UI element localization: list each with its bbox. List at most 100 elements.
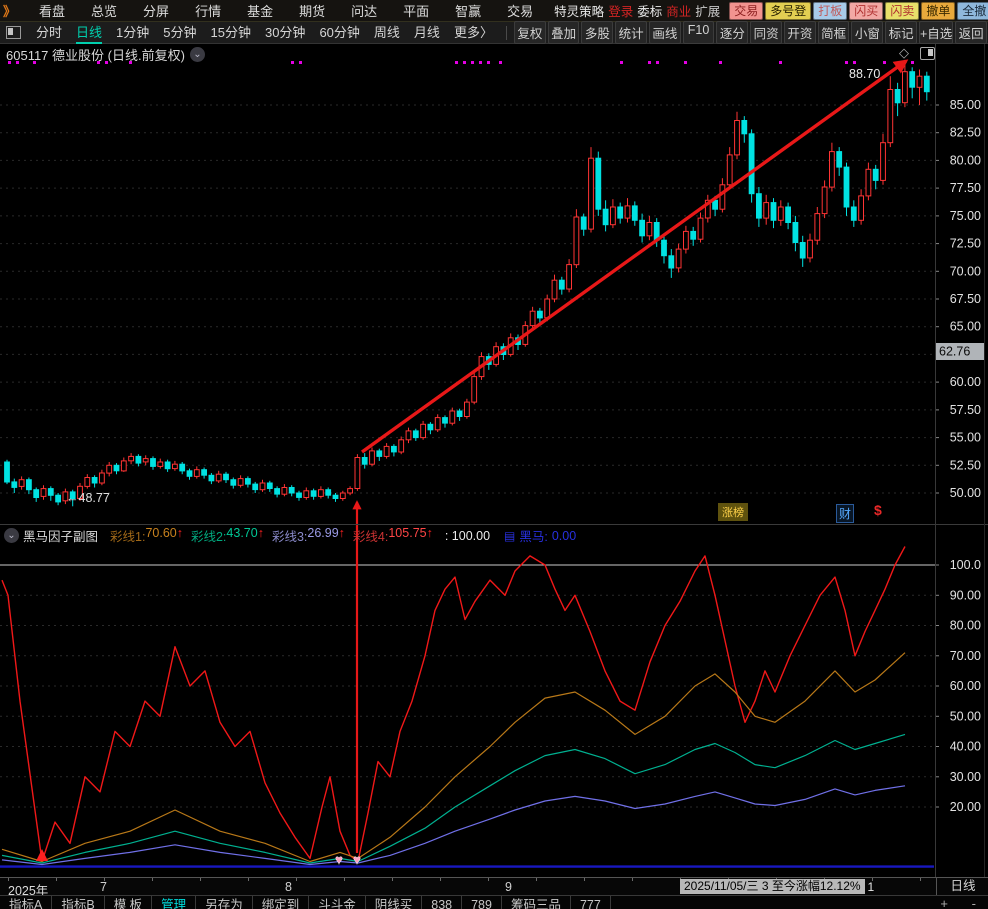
svg-text:62.76: 62.76 (939, 345, 970, 359)
menu-button-1[interactable]: 交易 (729, 1, 764, 20)
period-tab-10[interactable]: 更多〉 (453, 24, 493, 40)
axis-tick (344, 878, 345, 881)
action-button-14[interactable]: 返回 (955, 21, 988, 44)
action-button-11[interactable]: 小窗 (851, 21, 884, 44)
action-button-5[interactable]: 画线 (648, 21, 681, 44)
bottom-tabs: 指标A 指标B 模 板管理 另存为 绑定到 斗斗金 阴线买 838 789 筹码三品 777 (0, 896, 611, 909)
svg-text:40.00: 40.00 (950, 740, 981, 754)
bottom-tab-6[interactable]: 绑定到 (253, 896, 310, 909)
menu-button-2[interactable]: 多号登 (765, 1, 812, 20)
period-tab-4[interactable]: 5分钟 (163, 24, 197, 40)
menu-button-4[interactable]: 闪买 (849, 1, 884, 20)
low-price-annotation: ←48.77 (66, 491, 110, 505)
action-button-12[interactable]: 标记 (885, 21, 917, 44)
svg-text:50.00: 50.00 (950, 709, 981, 723)
action-button-6[interactable]: F10 (682, 21, 715, 44)
bottom-tab-3[interactable]: 模 板 (105, 896, 153, 909)
menu-button-5[interactable]: 闪卖 (885, 1, 920, 20)
axis-tick (488, 878, 489, 881)
bottom-tab-9[interactable]: 838 (422, 896, 463, 909)
action-button-10[interactable]: 简框 (817, 21, 850, 44)
menu-item-1[interactable]: 看盘 (39, 4, 66, 19)
period-tab-7[interactable]: 60分钟 (319, 24, 360, 40)
menu-extra-5[interactable]: 扩展 (695, 5, 721, 19)
legend-up-arrow-3: ↑ (338, 526, 345, 540)
diamond-icon[interactable]: ◇ (899, 45, 909, 60)
period-tab-2[interactable]: 日线 (76, 22, 103, 44)
menu-extras: 特灵策略 登录 委标 商业 扩展 (552, 1, 722, 20)
right-edge-line (984, 43, 985, 877)
svg-text:30.00: 30.00 (950, 770, 981, 784)
candlestick-chart[interactable]: 85.00 82.50 80.00 77.50 75.00 72.50 70.00 67.50… (0, 0, 988, 877)
period-tab-6[interactable]: 30分钟 (264, 24, 306, 40)
date-axis-row: 2025年 7 8 9 2025/11/05/三 3 至今涨幅12.12% 1 日线 (0, 877, 988, 898)
bottom-tab-10[interactable]: 789 (462, 896, 502, 909)
axis-month-label-3: 9 (505, 880, 512, 894)
menu-extra-3[interactable]: 委标 (637, 5, 663, 19)
axis-tick (920, 878, 921, 881)
menu-extra-2[interactable]: 登录 (608, 5, 634, 19)
menu-button-3[interactable]: 打板 (813, 1, 848, 20)
menu-extra-4[interactable]: 商业 (666, 5, 692, 19)
menu-button-7[interactable]: 全撤 (957, 1, 988, 20)
svg-text:65.00: 65.00 (950, 320, 981, 334)
action-button-7[interactable]: 逐分 (716, 21, 749, 44)
axis-month-label-2: 8 (285, 880, 292, 894)
subchart-header: ⌄ 黑马因子副图 彩线1: 70.60 ↑ 彩线2: 43.70 ↑ 彩线3: 26.9… (4, 526, 984, 545)
menu-button-6[interactable]: 撤单 (921, 1, 956, 20)
period-tab-5[interactable]: 15分钟 (210, 24, 251, 40)
menu-item-4[interactable]: 行情 (195, 4, 222, 19)
split-view-icon[interactable] (6, 26, 21, 39)
svg-text:77.50: 77.50 (950, 181, 981, 195)
period-tab-8[interactable]: 周线 (373, 24, 400, 40)
menu-item-3[interactable]: 分屏 (143, 4, 170, 19)
bottom-tab-12[interactable]: 777 (571, 896, 611, 909)
bottom-tab-2[interactable]: 指标B (52, 896, 105, 909)
bottom-tab-8[interactable]: 阴线买 (366, 896, 423, 909)
collapse-chart-icon[interactable]: ⌄ (189, 47, 205, 62)
action-button-9[interactable]: 开资 (783, 21, 816, 44)
legend-label-4: 彩线4: (352, 530, 389, 544)
action-button-3[interactable]: 多股 (581, 21, 614, 44)
zoom-out-button[interactable]: - (971, 896, 976, 909)
menu-item-10[interactable]: 交易 (507, 4, 534, 19)
bottom-tab-7[interactable]: 斗斗金 (309, 896, 366, 909)
action-button-8[interactable]: 同资 (750, 21, 782, 44)
action-button-4[interactable]: 统计 (615, 21, 647, 44)
menu-item-7[interactable]: 问达 (351, 4, 378, 19)
svg-text:70.00: 70.00 (950, 264, 981, 278)
menu-item-8[interactable]: 平面 (403, 4, 430, 19)
subchart-legend: 彩线1: 70.60 ↑ 彩线2: 43.70 ↑ 彩线3: 26.99 ↑ 彩线4: 10… (102, 526, 433, 545)
menu-item-9[interactable]: 智赢 (455, 4, 482, 19)
menu-item-2[interactable]: 总览 (91, 4, 118, 19)
axis-tick (536, 878, 537, 881)
rank-badge[interactable]: 涨榜 (718, 503, 748, 521)
zoom-in-button[interactable]: + (940, 896, 948, 909)
period-tab-9[interactable]: 月线 (413, 24, 440, 40)
axis-tick (392, 878, 393, 881)
menu-buttons: 交易多号登打板闪买闪卖撤单全撤功能选项公式版面 (728, 1, 988, 20)
svg-text:60.00: 60.00 (950, 679, 981, 693)
menu-extra-1[interactable]: 特灵策略 (554, 5, 605, 19)
svg-text:85.00: 85.00 (950, 98, 981, 112)
bottom-tab-1[interactable]: 指标A (0, 896, 53, 909)
bottom-tab-5[interactable]: 另存为 (196, 896, 253, 909)
cursor-date-info: 2025/11/05/三 3 至今涨幅12.12% (680, 879, 865, 894)
heima-icon: ▤ (504, 528, 516, 543)
action-button-13[interactable]: +自选 (918, 21, 954, 44)
menu-item-5[interactable]: 基金 (247, 4, 274, 19)
collapse-subchart-icon[interactable]: ⌄ (4, 528, 19, 543)
action-button-1[interactable]: 复权 (513, 21, 546, 44)
svg-text:♥: ♥ (353, 852, 361, 867)
bottom-tab-4[interactable]: 管理 (152, 896, 197, 909)
period-tab-3[interactable]: 1分钟 (116, 24, 150, 40)
window-icon[interactable] (920, 47, 935, 60)
svg-text:67.50: 67.50 (950, 292, 981, 306)
period-tab-1[interactable]: 分时 (36, 24, 63, 40)
top-menu-bar: 》 看盘 总览 分屏 行情 基金 期货 问达 平面 智赢 交易 特灵策略 登录 委标 商业 扩展 交易 多号… (0, 0, 988, 22)
bottom-tab-bar: 指标A 指标B 模 板管理 另存为 绑定到 斗斗金 阴线买 838 789 筹码三品 777 (0, 895, 988, 909)
action-button-2[interactable]: 叠加 (547, 21, 580, 44)
axis-year-label: 2025年 (8, 884, 49, 898)
bottom-tab-11[interactable]: 筹码三品 (502, 896, 571, 909)
menu-item-6[interactable]: 期货 (299, 4, 326, 19)
